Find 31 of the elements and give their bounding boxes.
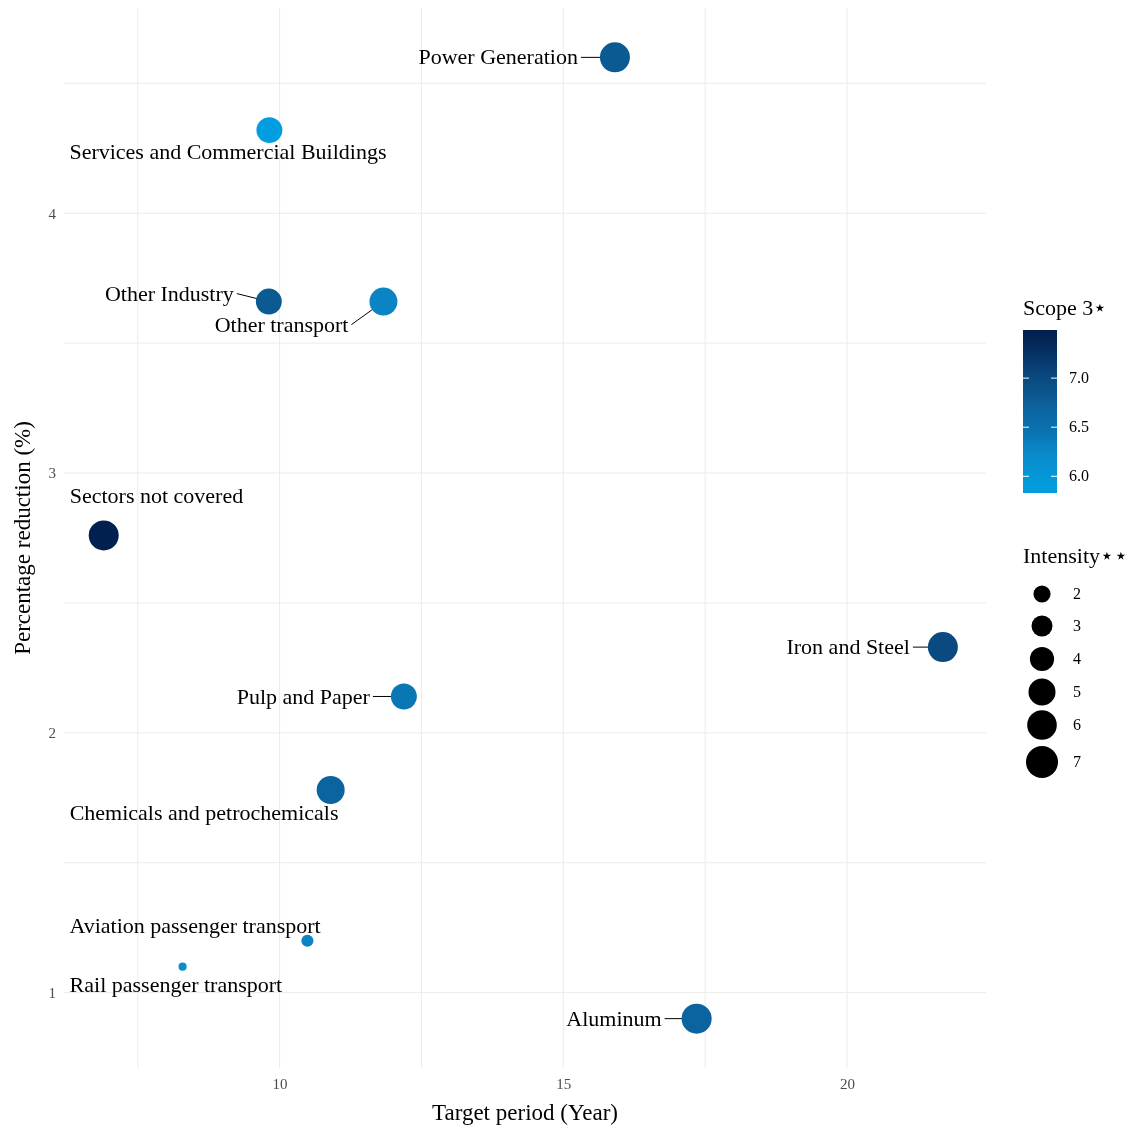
annotation: Aviation passenger transport — [69, 912, 321, 938]
legend-label: 2 — [1073, 585, 1081, 603]
annotation: Other Industry — [104, 280, 234, 306]
legend-title: Intensity⋆⋆ — [1023, 543, 1128, 568]
annotation: Other transport — [214, 311, 349, 337]
annotation: Power Generation — [418, 44, 578, 70]
legend-label: 3 — [1073, 617, 1081, 635]
legend-label: 7 — [1073, 753, 1081, 771]
color-bar-title: Scope 3⋆ — [1023, 295, 1108, 320]
x-tick-label: 20 — [839, 1075, 855, 1092]
y-tick-label: 4 — [48, 205, 57, 222]
legend-label: 4 — [1073, 650, 1081, 668]
color-bar-label: 7.0 — [1069, 369, 1089, 387]
annotation: Chemicals and petrochemicals — [69, 800, 339, 826]
y-axis-title: Percentage reduction (%) — [10, 421, 35, 655]
y-tick-label: 1 — [48, 984, 56, 1001]
x-tick-label: 10 — [272, 1075, 288, 1092]
legend-label: 5 — [1073, 683, 1081, 701]
annotation: Rail passenger transport — [69, 971, 283, 997]
y-tick-label: 3 — [48, 465, 56, 482]
x-axis-title: Target period (Year) — [432, 1100, 618, 1125]
annotation: Aluminum — [566, 1005, 662, 1031]
annotation: Iron and Steel — [786, 634, 910, 660]
color-bar-label: 6.5 — [1069, 418, 1089, 436]
x-tick-label: 15 — [556, 1075, 572, 1092]
annotation: Pulp and Paper — [236, 683, 371, 709]
color-bar-label: 6.0 — [1069, 467, 1089, 485]
y-tick-label: 2 — [48, 725, 56, 742]
annotation: Services and Commercial Buildings — [69, 139, 387, 165]
legend-label: 6 — [1073, 716, 1081, 734]
annotation: Sectors not covered — [69, 483, 244, 509]
